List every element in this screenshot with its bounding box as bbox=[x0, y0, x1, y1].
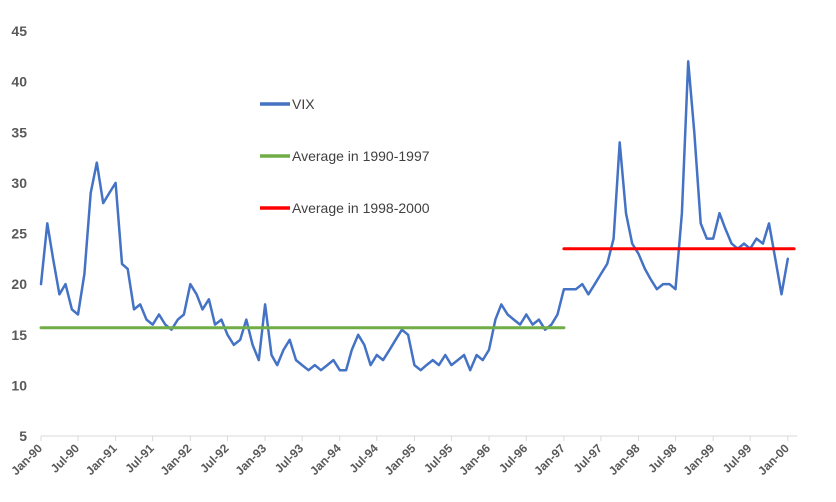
x-tick-label: Jul-95 bbox=[421, 441, 456, 476]
x-tick-label: Jan-98 bbox=[606, 441, 643, 478]
y-tick-label: 25 bbox=[11, 226, 27, 242]
legend-label: Average in 1998-2000 bbox=[292, 200, 430, 216]
y-axis-labels: 5 10 15 20 25 30 35 40 45 bbox=[11, 23, 27, 444]
x-tick-label: Jul-99 bbox=[720, 441, 755, 476]
y-tick-label: 35 bbox=[11, 124, 27, 140]
x-axis-labels: Jan-90 Jul-90 Jan-91 Jul-91 Jan-92 Jul-92 Jan-… bbox=[8, 436, 792, 478]
x-tick-label: Jul-96 bbox=[496, 441, 531, 476]
x-tick-label: Jan-95 bbox=[382, 441, 419, 478]
x-tick-label: Jan-99 bbox=[680, 441, 717, 478]
legend-item-vix: VIX bbox=[260, 96, 315, 112]
x-tick-label: Jan-91 bbox=[83, 441, 120, 478]
series-layer bbox=[39, 60, 796, 372]
x-tick-label: Jul-97 bbox=[571, 441, 606, 476]
x-tick-label: Jul-92 bbox=[197, 441, 232, 476]
x-tick-label: Jul-90 bbox=[48, 441, 83, 476]
y-tick-label: 10 bbox=[11, 377, 27, 393]
y-tick-label: 20 bbox=[11, 276, 27, 292]
x-tick-label: Jul-91 bbox=[122, 441, 157, 476]
legend: VIX Average in 1990-1997 Average in 1998-2… bbox=[260, 96, 430, 216]
x-tick-label: Jan-90 bbox=[8, 441, 45, 478]
vix-line bbox=[39, 60, 790, 372]
y-tick-label: 30 bbox=[11, 175, 27, 191]
legend-item-average-1998-2000: Average in 1998-2000 bbox=[260, 200, 430, 216]
y-tick-label: 40 bbox=[11, 74, 27, 90]
x-tick-label: Jan-94 bbox=[307, 441, 344, 478]
x-tick-label: Jan-92 bbox=[158, 441, 195, 478]
y-tick-label: 45 bbox=[11, 23, 27, 39]
x-tick-label: Jan-00 bbox=[755, 441, 792, 478]
x-tick-label: Jul-93 bbox=[272, 441, 307, 476]
y-tick-label: 15 bbox=[11, 327, 27, 343]
x-tick-label: Jul-98 bbox=[645, 441, 680, 476]
legend-label: VIX bbox=[292, 96, 315, 112]
x-tick-label: Jan-93 bbox=[232, 441, 269, 478]
x-tick-label: Jan-97 bbox=[531, 441, 568, 478]
x-tick-label: Jan-96 bbox=[456, 441, 493, 478]
x-tick-label: Jul-94 bbox=[346, 441, 381, 476]
legend-label: Average in 1990-1997 bbox=[292, 148, 430, 164]
y-tick-label: 5 bbox=[19, 428, 27, 444]
legend-item-average-1990-1997: Average in 1990-1997 bbox=[260, 148, 430, 164]
